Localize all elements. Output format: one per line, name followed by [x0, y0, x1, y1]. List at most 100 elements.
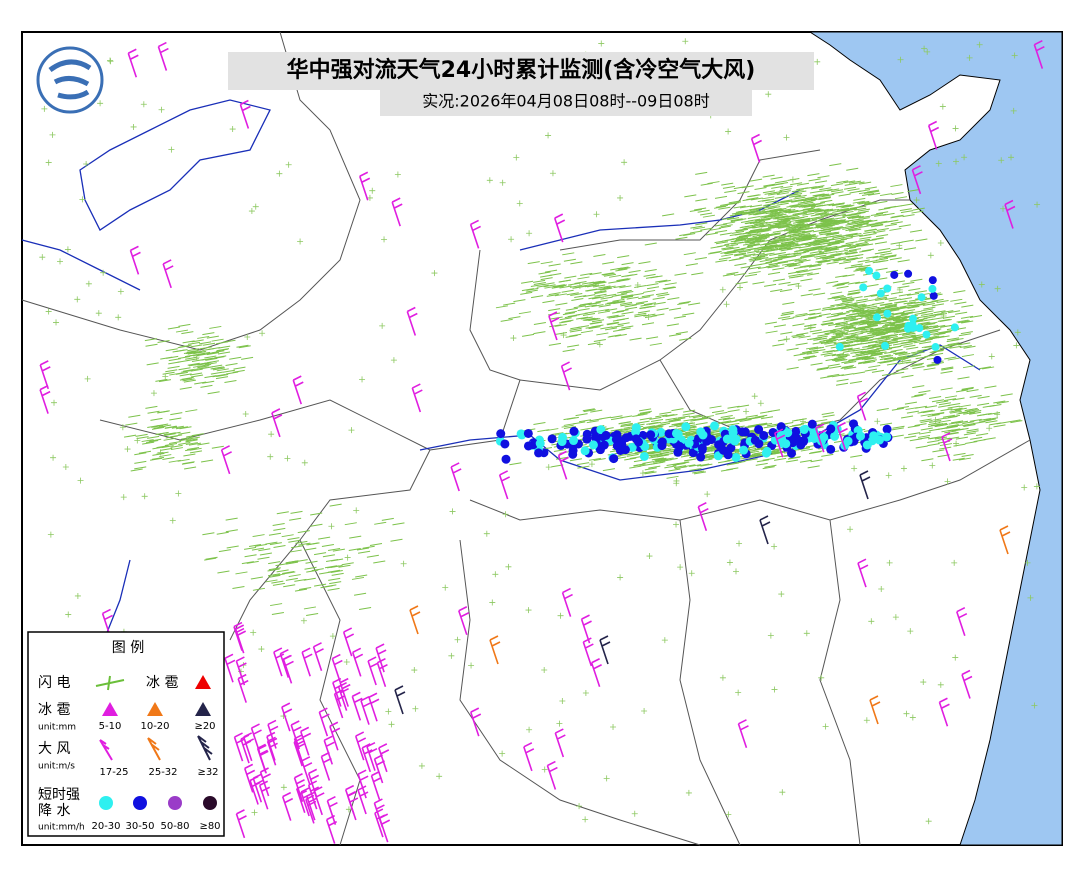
lightning-mark: [241, 356, 254, 360]
lightning-mark: [941, 366, 954, 370]
lightning-mark: [771, 239, 784, 243]
lightning-mark: [863, 294, 877, 298]
lightning-mark: [801, 201, 814, 205]
lightning-mark: [781, 311, 794, 315]
lightning-mark: [727, 405, 740, 409]
lightning-mark: [778, 253, 791, 257]
lightning-mark: [852, 371, 866, 375]
lightning-mark: [536, 284, 549, 288]
lightning-mark: [178, 367, 191, 371]
lightning-mark: [797, 357, 811, 361]
lightning-mark: [156, 451, 169, 455]
lightning-mark: [899, 356, 906, 363]
lightning-mark: [845, 241, 858, 245]
lightning-mark: [84, 375, 91, 382]
wind-barb: [370, 770, 382, 800]
lightning-mark: [1010, 107, 1017, 114]
legend-class: ≥80: [199, 821, 220, 832]
lightning-mark: [725, 128, 732, 135]
lightning-mark: [727, 422, 740, 426]
lightning-mark: [864, 228, 877, 232]
lightning-mark: [859, 236, 872, 240]
lightning-mark: [351, 576, 365, 580]
lightning-mark: [297, 530, 310, 534]
lightning-mark: [859, 234, 872, 237]
lightning-mark: [637, 412, 650, 416]
wind-barb: [281, 702, 293, 732]
lightning-mark: [771, 543, 778, 550]
lightning-mark: [117, 288, 124, 295]
lightning-mark: [874, 296, 888, 300]
lightning-mark: [727, 217, 740, 221]
lightning-mark: [197, 362, 210, 366]
lightning-mark: [959, 345, 972, 349]
rain-dot: [917, 293, 926, 302]
lightning-mark: [194, 362, 207, 366]
lightning-mark: [268, 567, 281, 571]
lightning-mark: [774, 195, 787, 199]
legend-label: 降 水: [38, 803, 70, 819]
lightning-mark: [656, 307, 669, 311]
lightning-mark: [875, 200, 888, 204]
lightning-mark: [748, 233, 762, 237]
lightning-mark: [654, 457, 667, 461]
lightning-mark: [692, 226, 706, 230]
lightning-mark: [940, 387, 953, 391]
lightning-mark: [819, 244, 832, 248]
lightning-mark: [948, 403, 961, 407]
lightning-mark: [864, 344, 877, 348]
lightning-mark: [813, 292, 826, 296]
lightning-mark: [321, 543, 334, 547]
lightning-mark: [798, 259, 811, 263]
lightning-mark: [646, 421, 659, 425]
lightning-mark: [226, 371, 239, 375]
lightning-mark: [804, 323, 817, 327]
lightning-mark: [204, 362, 217, 366]
wind-barb: [546, 760, 558, 790]
lightning-mark: [366, 194, 373, 201]
lightning-mark: [777, 220, 791, 224]
lightning-mark: [909, 229, 923, 233]
lightning-mark: [845, 257, 858, 261]
lightning-mark: [183, 453, 196, 457]
lightning-mark: [222, 369, 235, 373]
lightning-mark: [676, 461, 689, 465]
lightning-mark: [186, 349, 199, 353]
lightning-mark: [835, 382, 849, 386]
lightning-mark: [671, 408, 684, 412]
lightning-mark: [780, 331, 793, 335]
lightning-mark: [889, 257, 902, 261]
lightning-mark: [752, 234, 765, 238]
rain-dot: [718, 445, 728, 455]
lightning-mark: [185, 448, 198, 452]
lightning-mark: [702, 214, 716, 218]
lightning-mark: [890, 291, 904, 295]
lightning-mark: [895, 351, 908, 355]
lightning-mark: [639, 417, 652, 421]
wind-barb: [39, 360, 51, 390]
lightning-mark: [486, 177, 493, 184]
lightning-mark: [917, 410, 930, 414]
lightning-mark: [603, 285, 616, 289]
lightning-mark: [791, 333, 804, 337]
lightning-mark: [941, 310, 954, 314]
lightning-mark: [993, 424, 1006, 428]
lightning-mark: [908, 338, 921, 342]
lightning-mark: [805, 242, 818, 246]
lightning-mark: [530, 284, 543, 288]
lightning-mark: [835, 322, 849, 326]
lightning-mark: [140, 101, 147, 108]
rain-dot: [826, 444, 836, 454]
lightning-mark: [717, 460, 731, 464]
lightning-mark: [604, 327, 618, 331]
lightning-mark: [85, 280, 92, 287]
lightning-mark: [802, 196, 815, 200]
lightning-mark: [857, 306, 870, 310]
lightning-mark: [683, 252, 696, 256]
legend-class: ≥20: [194, 721, 215, 732]
lightning-mark: [903, 301, 916, 305]
lightning-mark: [144, 338, 157, 342]
lightning-mark: [855, 336, 868, 340]
lightning-mark: [246, 560, 259, 564]
lightning-mark: [892, 311, 905, 315]
